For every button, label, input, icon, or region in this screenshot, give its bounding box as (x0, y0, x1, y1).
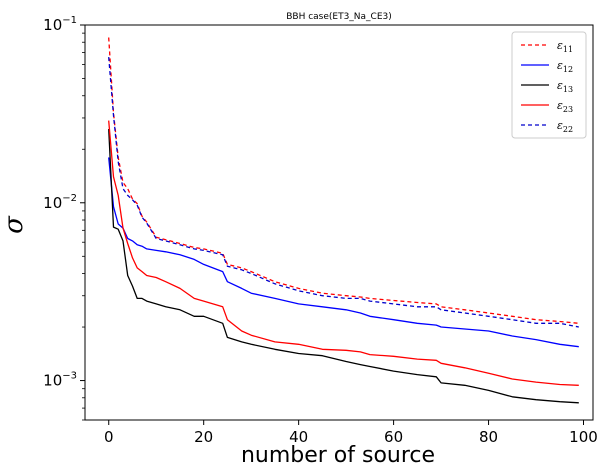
legend-label-12: ε12 (557, 59, 573, 74)
legend-label-22: ε22 (557, 119, 573, 134)
legend-label-13: ε13 (557, 79, 573, 94)
x-tick-label: 40 (289, 428, 308, 446)
series-line-13 (108, 128, 579, 404)
x-axis-label: number of source (241, 443, 435, 468)
x-axis: 0 20 40 60 80 100 (104, 420, 598, 446)
chart-title: BBH case(ET3_Na_CE3) (286, 12, 392, 22)
x-tick-label: 80 (479, 428, 498, 446)
plot-frame (84, 24, 594, 421)
y-tick-label: 10−3 (43, 371, 77, 390)
legend-label-23: ε23 (557, 99, 573, 114)
x-tick-label: 0 (104, 428, 114, 446)
y-axis-label: σ (0, 215, 29, 234)
x-tick-label: 60 (384, 428, 403, 446)
x-tick-label: 100 (569, 428, 598, 446)
series-line-12 (108, 157, 579, 348)
series-line-23 (108, 120, 579, 386)
series-line-11 (108, 37, 579, 324)
y-tick-label: 10−1 (43, 15, 77, 34)
series-group (108, 37, 579, 404)
y-tick-label: 10−2 (43, 193, 77, 212)
y-axis: 10−3 10−2 10−1 (43, 15, 85, 421)
x-tick-label: 20 (194, 428, 213, 446)
legend: ε11 ε12 ε13 ε23 ε22 (511, 31, 587, 139)
legend-label-11: ε11 (557, 39, 573, 54)
series-line-22 (108, 57, 579, 328)
